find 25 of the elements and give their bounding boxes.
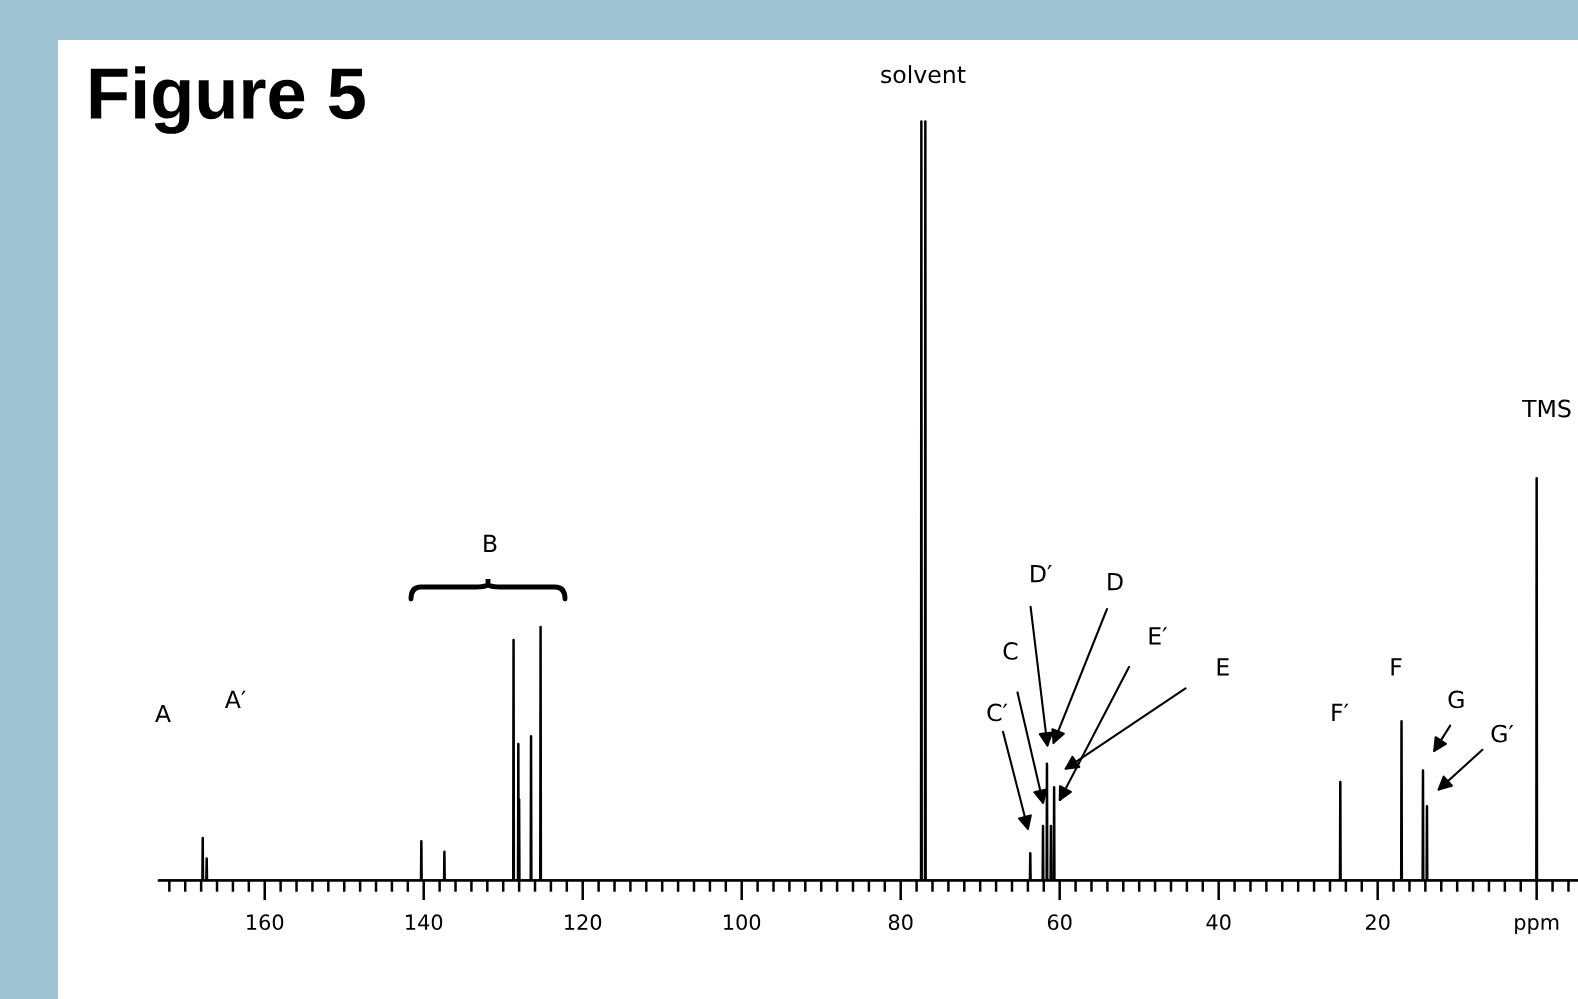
x-tick-label: 100 — [724, 914, 761, 931]
annotation: C — [1003, 641, 1018, 660]
annotation: TMS — [1522, 399, 1571, 418]
annotation: D — [1108, 573, 1123, 591]
annotation: D′ — [1031, 565, 1052, 583]
annotation: A — [155, 704, 171, 723]
annotation: E′ — [1149, 627, 1167, 645]
annotation: G′ — [1491, 724, 1514, 743]
x-tick-label: 140 — [406, 914, 443, 931]
annotation: F′ — [1332, 703, 1349, 722]
x-tick-label: 60 — [1047, 914, 1072, 931]
x-tick-label: 160 — [247, 914, 284, 931]
annotation: A′ — [224, 690, 246, 709]
annotation: C′ — [987, 703, 1008, 722]
chart-title: Figure 5 — [90, 66, 365, 134]
x-tick-label: 120 — [565, 914, 602, 931]
annotation: B — [484, 534, 497, 553]
annotation: E — [1217, 658, 1229, 676]
annotation: G — [1448, 690, 1464, 709]
x-tick-label: 20 — [1365, 914, 1390, 931]
x-tick-label: 80 — [888, 914, 913, 931]
annotation: F — [1391, 658, 1402, 676]
text: solvent — [881, 65, 966, 84]
x-tick-label: ppm — [1515, 918, 1559, 935]
x-tick-label: 40 — [1206, 914, 1231, 931]
